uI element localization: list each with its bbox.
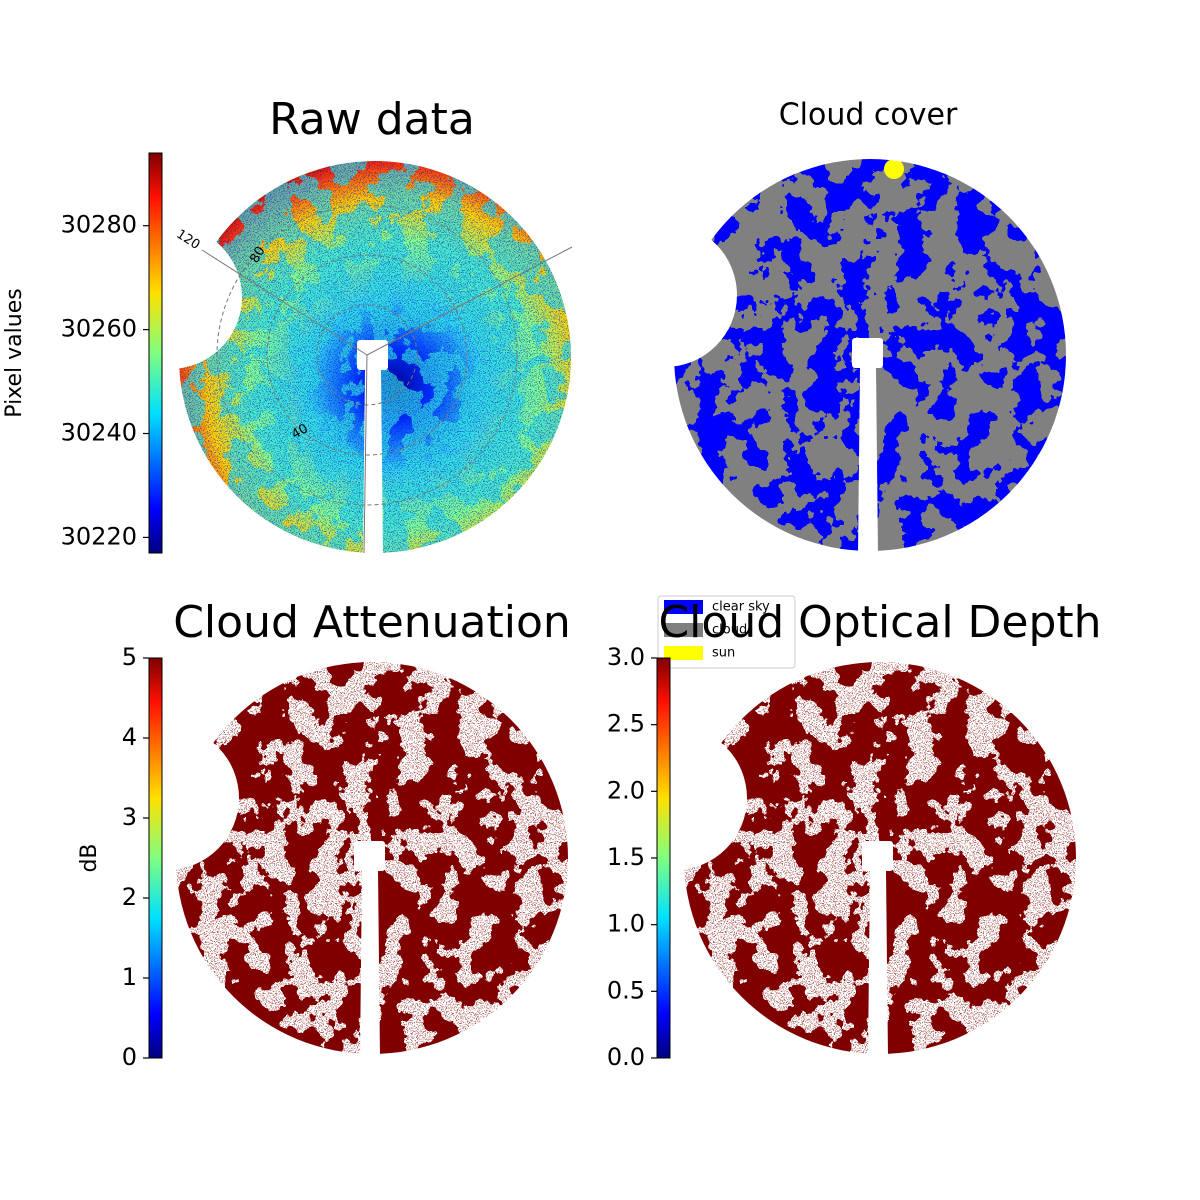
- colorbar-tick-label: 2.0: [607, 776, 645, 804]
- legend: clear sky cloud sun: [657, 595, 796, 669]
- colorbar-tick-label: 0: [122, 1043, 137, 1071]
- legend-label: sun: [712, 646, 735, 661]
- panel-title: Cloud Attenuation: [173, 597, 571, 648]
- panel-title: Cloud Optical Depth: [658, 597, 1101, 648]
- colorbar-tick-label: 30260: [61, 315, 137, 343]
- colorbar-tick-label: 3.0: [607, 643, 645, 671]
- attenuation-image: [172, 658, 572, 1058]
- colorbar-tick-label: 30240: [61, 419, 137, 447]
- panel-title: Cloud cover: [779, 98, 958, 133]
- polar-label: 40: [289, 421, 311, 442]
- colorbar-tick-label: 0.5: [607, 976, 645, 1004]
- colorbar-tick-label: 0.0: [607, 1043, 645, 1071]
- colorbar: [656, 657, 671, 1059]
- legend-swatch: [664, 646, 703, 660]
- legend-label: cloud: [712, 623, 747, 638]
- raw-image: [175, 157, 575, 557]
- colorbar-label: Pixel values: [2, 288, 27, 417]
- legend-swatch: [664, 623, 703, 637]
- polar-spokes: [201, 246, 573, 554]
- colorbar-tick-label: 1.5: [607, 843, 645, 871]
- optical-depth-image: [680, 658, 1080, 1058]
- colorbar-tick-label: 1: [122, 963, 137, 991]
- legend-label: clear sky: [712, 600, 770, 615]
- colorbar-tick-label: 2: [122, 883, 137, 911]
- legend-swatch: [664, 600, 703, 614]
- colorbar-tick-label: 30220: [61, 522, 137, 550]
- colorbar: [148, 657, 163, 1059]
- panel-title: Raw data: [269, 94, 475, 145]
- colorbar-tick-label: 5: [122, 643, 137, 671]
- colorbar-tick-label: 1.0: [607, 910, 645, 938]
- colorbar: [148, 152, 163, 554]
- polar-label: 80: [247, 244, 268, 266]
- colorbar-tick-label: 30280: [61, 211, 137, 239]
- colorbar-tick-label: 2.5: [607, 710, 645, 738]
- colorbar-label: dB: [77, 843, 102, 872]
- colorbar-tick-label: 4: [122, 723, 137, 751]
- cloud-cover-image: [670, 155, 1070, 555]
- colorbar-tick-label: 3: [122, 803, 137, 831]
- polar-grid: [216, 204, 518, 506]
